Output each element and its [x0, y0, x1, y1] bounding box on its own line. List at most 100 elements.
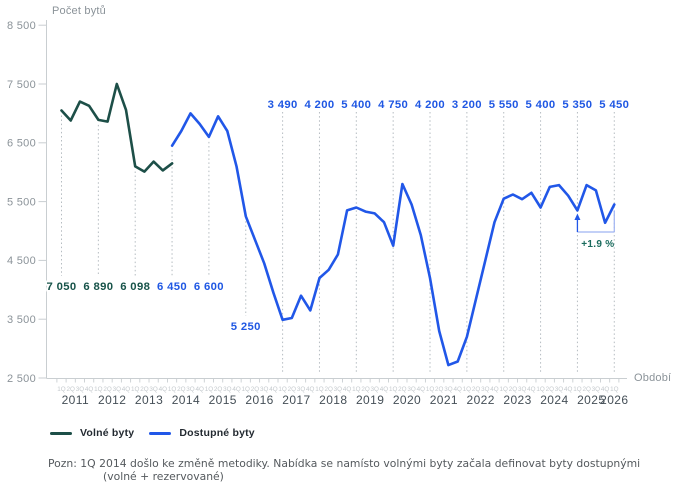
footnote: Pozn: 1Q 2014 došlo ke změně metodiky. N… [48, 457, 641, 483]
year-label: 2014 [172, 393, 200, 407]
quarter-labels: 1Q 2Q 3Q 4Q 1Q 2Q 3Q 4Q 1Q 2Q 3Q 4Q 1Q 2Q 3Q 4Q 1Q 2Q 3Q 4Q… [57, 386, 618, 393]
growth-label: +1.9 % [581, 239, 614, 250]
quarter-label: 4Q [417, 386, 426, 393]
quarter-label: 3Q [518, 386, 527, 393]
value-label: 4 750 [378, 99, 408, 111]
legend-item-volne-byty: Volné byty [50, 427, 134, 439]
quarter-label: 2Q [140, 386, 149, 393]
quarter-label: 1Q [536, 386, 545, 393]
value-label: 6 600 [194, 281, 224, 293]
quarter-label: 3Q [186, 386, 195, 393]
quarter-label: 4Q [527, 386, 536, 393]
year-label: 2011 [62, 393, 89, 407]
axes [46, 20, 627, 379]
quarter-label: 3Q [149, 386, 158, 393]
y-tick-label: 7 500 [7, 79, 36, 91]
quarter-label: 1Q [463, 386, 472, 393]
quarter-label: 4Q [159, 386, 168, 393]
quarter-label: 2Q [361, 386, 370, 393]
quarter-label: 4Q [195, 386, 204, 393]
y-tick-label: 3 500 [7, 314, 36, 326]
year-label: 2015 [209, 393, 237, 407]
year-label: 2019 [356, 393, 384, 407]
value-label: 4 200 [304, 99, 334, 111]
growth-annotation: +1.9 % [574, 210, 615, 250]
value-label: 4 200 [415, 99, 445, 111]
quarter-label: 1Q [500, 386, 509, 393]
quarter-label: 2Q [103, 386, 112, 393]
quarter-label: 3Q [592, 386, 601, 393]
quarter-label: 4Q [490, 386, 499, 393]
quarter-label: 3Q [297, 386, 306, 393]
quarter-label: 3Q [76, 386, 85, 393]
year-label: 2025 [577, 393, 605, 407]
y-tick-label: 5 500 [7, 196, 36, 208]
quarter-label: 4Q [232, 386, 241, 393]
value-label: 5 400 [341, 99, 371, 111]
value-label: 5 400 [526, 99, 556, 111]
value-label: 3 200 [452, 99, 482, 111]
y-tick-label: 8 500 [7, 20, 36, 32]
value-labels: 7 050 6 890 6 098 6 450 6 600 5 250 3 490 4 200… [44, 97, 630, 335]
year-label: 2020 [393, 393, 421, 407]
quarter-label: 1Q [94, 386, 103, 393]
quarter-label: 2Q [546, 386, 555, 393]
value-label: 6 890 [83, 281, 113, 293]
year-label: 2023 [503, 393, 531, 407]
footnote-line-2: (volné + rezervované) [103, 469, 224, 483]
value-label: 5 350 [562, 99, 592, 111]
quarter-label: 1Q [573, 386, 582, 393]
year-label: 2026 [600, 393, 628, 407]
quarter-label: 1Q [278, 386, 287, 393]
year-label: 2016 [245, 393, 273, 407]
quarter-label: 3Q [407, 386, 416, 393]
year-label: 2012 [98, 393, 126, 407]
y-tick-label: 6 500 [7, 138, 36, 150]
quarter-label: 4Q [85, 386, 94, 393]
quarter-gridlines [61, 112, 615, 374]
quarter-label: 2Q [472, 386, 481, 393]
y-tick-label: 4 500 [7, 255, 36, 267]
value-label: 7 050 [46, 281, 76, 293]
quarter-label: 4Q [306, 386, 315, 393]
quarter-label: 2Q [67, 386, 76, 393]
dostupne-byty-line-swatch-icon [149, 431, 172, 435]
quarter-label: 2Q [251, 386, 260, 393]
quarter-label: 1Q [426, 386, 435, 393]
year-label: 2017 [282, 393, 310, 407]
value-label: 5 450 [599, 99, 629, 111]
quarter-label: 2Q [398, 386, 407, 393]
quarter-label: 1Q [131, 386, 140, 393]
quarter-label: 1Q [168, 386, 177, 393]
quarter-label: 1Q [352, 386, 361, 393]
quarter-label: 3Q [260, 386, 269, 393]
quarter-label: 4Q [343, 386, 352, 393]
value-label: 5 550 [489, 99, 519, 111]
footnote-line-1: Pozn: 1Q 2014 došlo ke změně metodiky. N… [48, 457, 641, 470]
quarter-label: 2Q [582, 386, 591, 393]
quarter-label: 4Q [601, 386, 610, 393]
quarter-label: 3Q [444, 386, 453, 393]
quarter-label: 2Q [324, 386, 333, 393]
x-axis-ticks [56, 378, 620, 383]
x-axis-title: Období [634, 372, 672, 384]
y-tick-label: 2 500 [7, 373, 36, 385]
quarter-label: 1Q [205, 386, 214, 393]
quarter-label: 1Q [57, 386, 66, 393]
quarter-label: 1Q [610, 386, 619, 393]
quarter-label: 4Q [564, 386, 573, 393]
year-label: 2021 [430, 393, 458, 407]
quarter-label: 2Q [509, 386, 518, 393]
quarter-label: 3Q [371, 386, 380, 393]
legend-label-dostupne-byty: Dostupné byty [179, 427, 255, 439]
y-axis-ticks: 2 500 3 500 4 500 5 500 6 500 7 500 8 500 [7, 20, 47, 385]
quarter-label: 4Q [122, 386, 131, 393]
value-label: 6 098 [120, 281, 150, 293]
quarter-label: 2Q [288, 386, 297, 393]
value-label: 6 450 [157, 281, 187, 293]
volne-byty-line-swatch-icon [50, 431, 72, 435]
legend-item-dostupne-byty: Dostupné byty [149, 427, 255, 439]
up-arrow-icon [574, 213, 581, 220]
quarter-label: 4Q [453, 386, 462, 393]
